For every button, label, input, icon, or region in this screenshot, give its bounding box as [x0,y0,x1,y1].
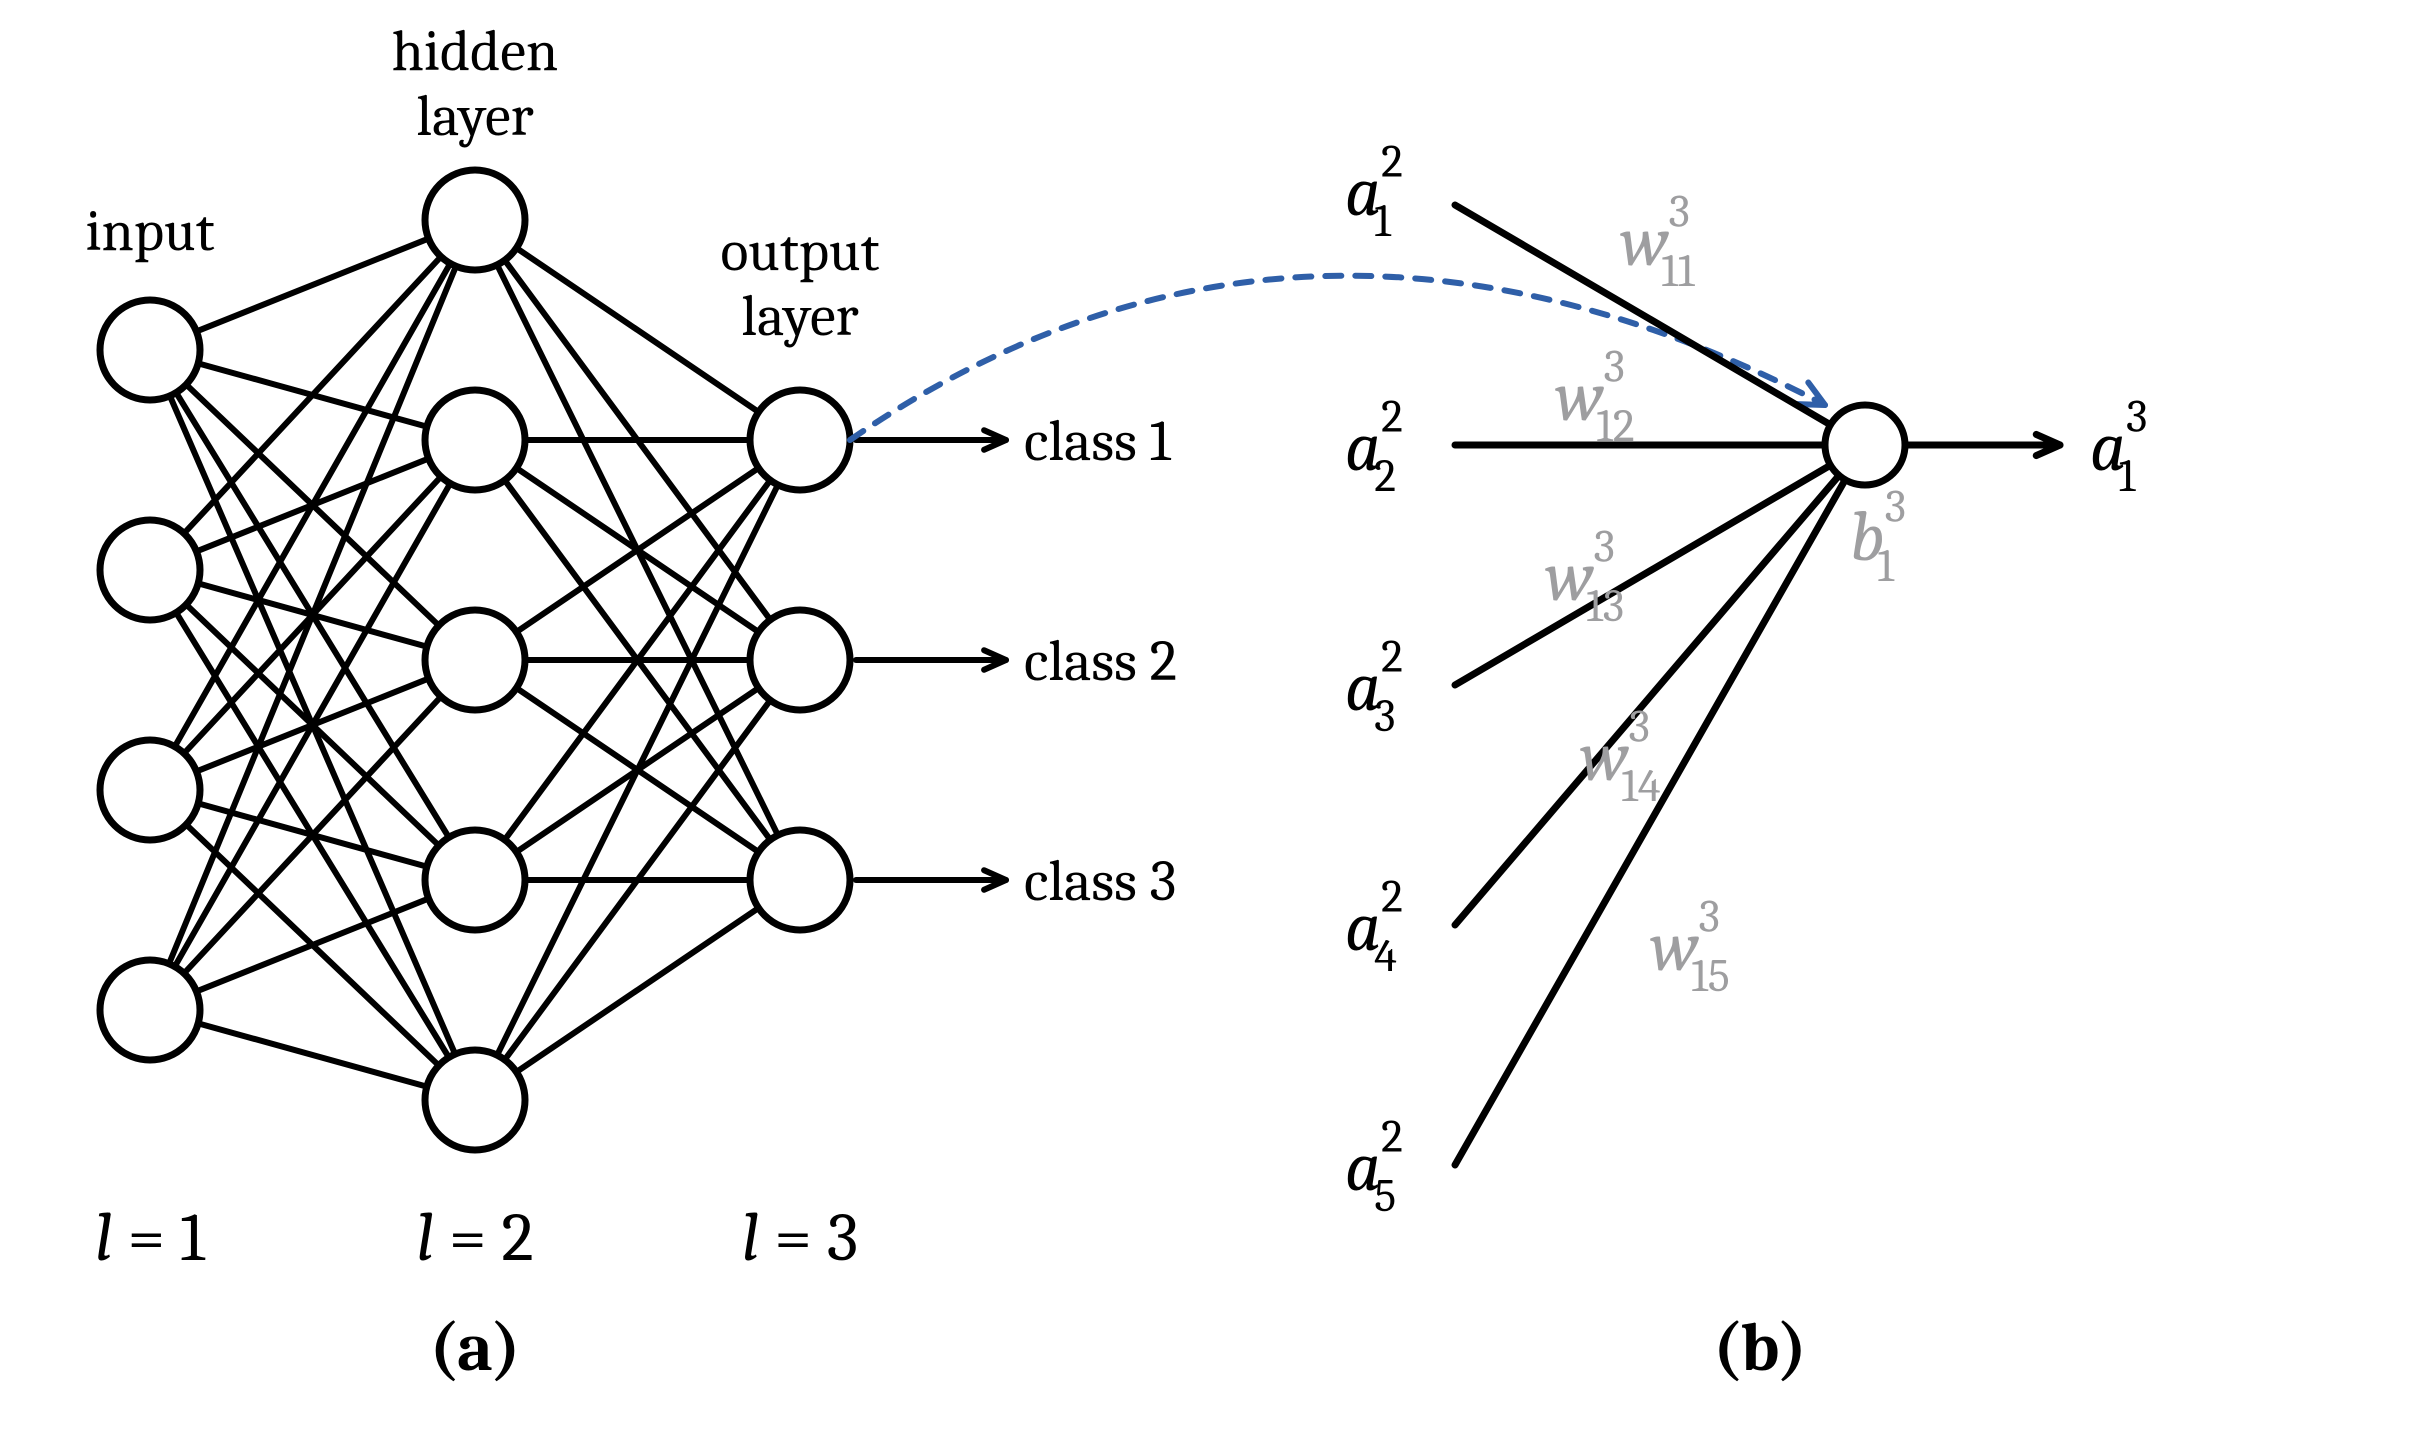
input-node [100,300,200,400]
class-label: class 2 [1024,628,1177,695]
output-node [750,830,850,930]
edge [198,1023,427,1086]
output-label-line2: layer [741,283,858,350]
panel-a-label: (a) [429,1309,520,1387]
input-node [100,740,200,840]
layer-index-2: l = 2 [416,1199,533,1277]
class-label: class 3 [1024,848,1176,915]
layer-index-3: l = 3 [742,1199,858,1277]
detail-edge [1455,480,1845,1165]
bias-label: b31 [1850,481,1906,594]
edge [196,899,428,992]
output-node [750,610,850,710]
edge [175,483,450,966]
weight-label: w314 [1580,701,1661,814]
neural-network-diagram: class 1class 2class 3inputhiddenlayerout… [0,0,2422,1448]
panel-b-label: (b) [1713,1309,1807,1387]
output-activation-label: a31 [2090,391,2147,504]
input-label: input [85,198,214,265]
activation-label: a22 [1345,391,1403,504]
hidden-node [425,170,525,270]
hidden-node [425,1050,525,1150]
edge [169,266,456,964]
weight-label: w312 [1555,341,1635,454]
output-label-line1: output [720,218,879,285]
weight-label: w311 [1620,186,1696,299]
activation-label: a25 [1345,1111,1403,1224]
hidden-label-line1: hidden [392,18,558,85]
detail-output-node [1825,405,1905,485]
output-node [750,390,850,490]
detail-edge [1455,465,1830,685]
dashed-connector [850,276,1825,440]
hidden-label-line2: layer [416,83,533,150]
edge [497,485,778,1055]
activation-label: a23 [1345,631,1403,744]
edge [196,239,428,332]
weight-label: w313 [1545,521,1624,634]
input-node [100,520,200,620]
hidden-node [425,610,525,710]
weight-label: w315 [1650,891,1730,1004]
activation-label: a21 [1345,136,1403,249]
layer-index-1: l = 1 [95,1199,206,1277]
activation-label: a24 [1345,871,1403,984]
hidden-node [425,390,525,490]
input-node [100,960,200,1060]
class-label: class 1 [1024,408,1172,475]
hidden-node [425,830,525,930]
